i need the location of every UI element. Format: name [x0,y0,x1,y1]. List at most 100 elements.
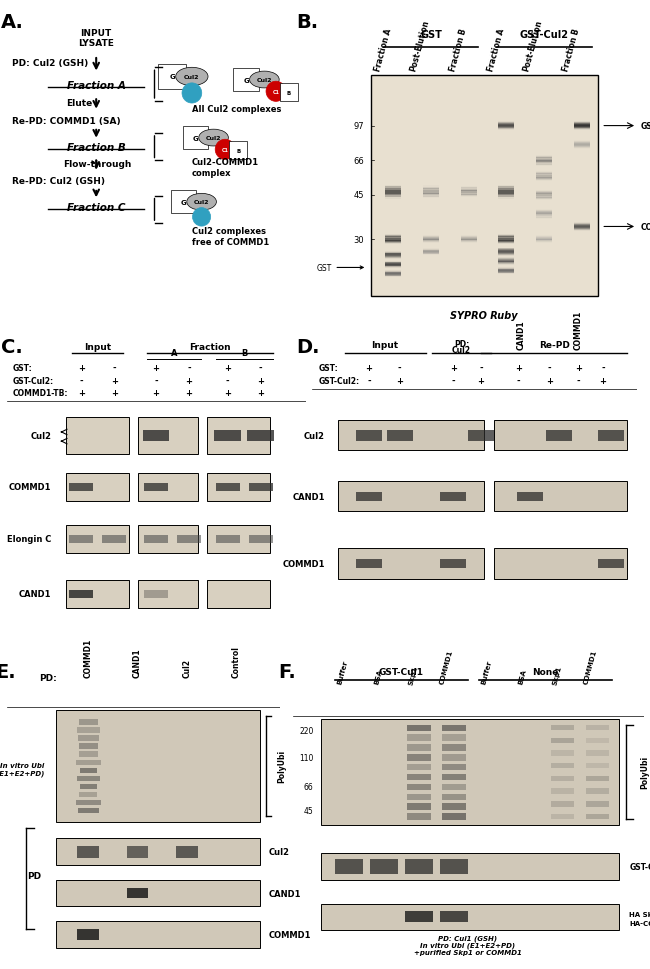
FancyBboxPatch shape [499,258,515,260]
FancyBboxPatch shape [405,912,433,922]
FancyBboxPatch shape [551,801,574,806]
Text: Post-Elution: Post-Elution [522,19,544,73]
FancyBboxPatch shape [573,224,590,226]
Text: A.: A. [1,14,23,32]
FancyBboxPatch shape [385,262,402,264]
FancyBboxPatch shape [385,274,402,276]
FancyBboxPatch shape [385,189,402,191]
Text: +: + [257,389,264,397]
Circle shape [266,82,286,103]
FancyBboxPatch shape [320,854,619,880]
FancyBboxPatch shape [536,215,552,217]
Text: COMMD1: COMMD1 [583,649,598,685]
FancyBboxPatch shape [442,754,466,761]
Text: GST-Cul2:: GST-Cul2: [318,376,359,385]
Text: PolyUbi: PolyUbi [640,756,649,789]
Text: HA Skp1: HA Skp1 [629,911,650,917]
FancyBboxPatch shape [440,860,468,874]
FancyBboxPatch shape [536,164,552,166]
Text: Post-Elution: Post-Elution [409,19,431,73]
FancyBboxPatch shape [573,147,590,149]
FancyBboxPatch shape [207,473,270,502]
Text: +: + [365,364,372,373]
Text: -: - [601,364,604,373]
Circle shape [182,83,202,104]
FancyBboxPatch shape [320,903,619,930]
FancyBboxPatch shape [573,121,590,123]
FancyBboxPatch shape [207,580,270,609]
Text: Input: Input [84,343,111,352]
FancyBboxPatch shape [441,559,467,569]
Text: In vitro Ubi
(E1+E2+PD): In vitro Ubi (E1+E2+PD) [0,763,45,776]
FancyBboxPatch shape [385,266,402,267]
FancyBboxPatch shape [573,128,590,130]
Text: CAND1: CAND1 [292,492,325,501]
FancyBboxPatch shape [385,258,402,260]
FancyBboxPatch shape [385,196,402,198]
FancyBboxPatch shape [536,237,552,239]
FancyBboxPatch shape [536,198,552,200]
FancyBboxPatch shape [70,536,93,543]
Text: Cul2: Cul2 [206,136,221,141]
FancyBboxPatch shape [442,774,466,780]
FancyBboxPatch shape [499,189,515,191]
Text: GST-Cul2: GST-Cul2 [519,30,569,40]
FancyBboxPatch shape [207,525,270,553]
Text: 66: 66 [304,782,313,792]
Text: +: + [450,364,457,373]
Text: Fraction B: Fraction B [448,28,469,73]
Text: Cul2-COMMD1
complex: Cul2-COMMD1 complex [192,158,259,177]
Text: Skp1: Skp1 [408,665,419,685]
Text: C1: C1 [222,147,229,153]
FancyBboxPatch shape [407,784,431,791]
Text: SYPRO Ruby: SYPRO Ruby [450,310,518,321]
FancyBboxPatch shape [468,430,494,441]
FancyBboxPatch shape [499,272,515,274]
FancyBboxPatch shape [422,252,439,254]
FancyBboxPatch shape [407,765,431,770]
FancyBboxPatch shape [536,175,552,177]
Text: +: + [78,364,84,373]
FancyBboxPatch shape [177,536,201,543]
FancyBboxPatch shape [422,237,439,239]
Text: COMMD1: COMMD1 [574,311,583,350]
FancyBboxPatch shape [66,473,129,502]
FancyBboxPatch shape [320,719,619,826]
FancyBboxPatch shape [551,738,574,743]
Text: +: + [78,389,84,397]
FancyBboxPatch shape [499,237,515,239]
Text: B.: B. [296,13,318,32]
FancyBboxPatch shape [144,484,168,491]
Text: COMMD1-TB: COMMD1-TB [640,223,650,232]
Text: COMMD1: COMMD1 [268,930,311,939]
FancyBboxPatch shape [370,77,598,297]
Text: -: - [187,364,190,373]
FancyBboxPatch shape [138,417,198,454]
Text: COMMD1: COMMD1 [283,559,325,568]
Text: +: + [396,376,403,385]
FancyBboxPatch shape [385,265,402,266]
Ellipse shape [187,194,216,211]
Text: +: + [257,376,264,385]
Text: -: - [367,376,370,385]
Text: COMMD1: COMMD1 [9,483,51,492]
Text: +: + [599,376,606,385]
FancyBboxPatch shape [499,238,515,240]
FancyBboxPatch shape [536,177,552,179]
FancyBboxPatch shape [70,590,93,598]
FancyBboxPatch shape [407,744,431,751]
Text: C1: C1 [272,90,280,95]
FancyBboxPatch shape [422,193,439,195]
FancyBboxPatch shape [407,794,431,800]
Text: BSA: BSA [518,669,528,685]
FancyBboxPatch shape [207,417,270,454]
FancyBboxPatch shape [499,236,515,238]
FancyBboxPatch shape [407,774,431,780]
FancyBboxPatch shape [338,482,484,512]
Text: Fraction B: Fraction B [562,28,582,73]
FancyBboxPatch shape [460,237,476,239]
FancyBboxPatch shape [440,912,468,922]
FancyBboxPatch shape [460,190,476,192]
FancyBboxPatch shape [499,127,515,129]
FancyBboxPatch shape [499,260,515,262]
